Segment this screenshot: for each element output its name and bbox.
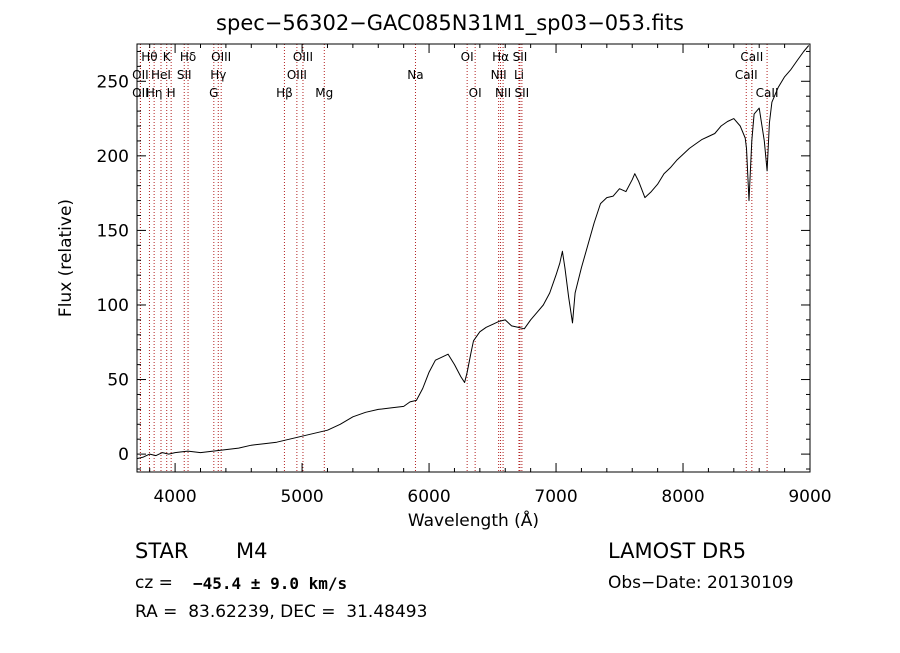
- y-tick-label: 250: [97, 72, 129, 92]
- chart-title: spec−56302−GAC085N31M1_sp03−053.fits: [216, 11, 684, 35]
- line-marker-label: G: [209, 86, 218, 100]
- x-ticks: 4000 5000 6000 7000 8000 9000: [149, 44, 832, 507]
- line-marker-label: OI: [461, 50, 474, 64]
- y-tick-label: 0: [118, 445, 129, 465]
- line-marker-label: OI: [469, 86, 482, 100]
- line-marker-label: H: [167, 86, 176, 100]
- spectral-line-markers: [139, 44, 768, 472]
- line-marker-label: OIII: [287, 68, 307, 82]
- object-subclass: M4: [236, 539, 268, 563]
- x-tick-label: 4000: [153, 487, 196, 507]
- x-tick-label: 6000: [407, 487, 450, 507]
- x-tick-label: 8000: [661, 487, 704, 507]
- line-marker-label: OII: [132, 86, 149, 100]
- spectrum-line-0: [136, 45, 810, 460]
- cz-value: −45.4 ± 9.0 km/s: [193, 574, 348, 593]
- y-axis-label: Flux (relative): [56, 198, 76, 318]
- y-ticks: 0 50 100 150 200 250: [97, 50, 810, 470]
- y-tick-label: 100: [97, 296, 129, 316]
- x-axis-label: Wavelength (Å): [407, 511, 540, 531]
- y-tick-label: 150: [97, 221, 129, 241]
- line-marker-label: Hη: [146, 86, 163, 100]
- line-marker-label: SII: [515, 86, 530, 100]
- coordinates: RA = 83.62239, DEC = 31.48493: [135, 602, 428, 622]
- line-marker-label: SII: [513, 50, 528, 64]
- line-marker-label: OII: [132, 68, 149, 82]
- observation-date: Obs−Date: 20130109: [608, 573, 794, 593]
- line-marker-label: NII: [491, 68, 507, 82]
- object-class: STAR: [135, 539, 189, 563]
- line-marker-label: Li: [514, 68, 524, 82]
- line-marker-label: Hα: [492, 50, 509, 64]
- cz-label: cz =: [135, 573, 173, 593]
- line-marker-label: OIII: [293, 50, 313, 64]
- x-tick-label: 7000: [534, 487, 577, 507]
- y-tick-label: 50: [107, 371, 129, 391]
- line-marker-label: Hδ: [180, 50, 196, 64]
- plot-frame: [136, 43, 811, 473]
- line-marker-label: Hγ: [210, 68, 226, 82]
- line-marker-label: SII: [177, 68, 192, 82]
- line-marker-label: Mg: [315, 86, 333, 100]
- x-tick-label: 9000: [788, 487, 831, 507]
- survey-name: LAMOST DR5: [608, 539, 747, 563]
- line-marker-label: K: [163, 50, 172, 64]
- line-marker-label: OIII: [211, 50, 231, 64]
- line-marker-label: Na: [407, 68, 423, 82]
- line-marker-label: Hβ: [276, 86, 293, 100]
- series-layer: [136, 45, 810, 460]
- line-marker-label: Hθ: [141, 50, 157, 64]
- line-marker-label: CaII: [740, 50, 763, 64]
- x-tick-label: 5000: [280, 487, 323, 507]
- line-marker-label: CaII: [735, 68, 758, 82]
- line-marker-label: HeI: [151, 68, 171, 82]
- line-marker-label: NII: [495, 86, 511, 100]
- y-tick-label: 200: [97, 147, 129, 167]
- line-marker-label: CaII: [756, 86, 779, 100]
